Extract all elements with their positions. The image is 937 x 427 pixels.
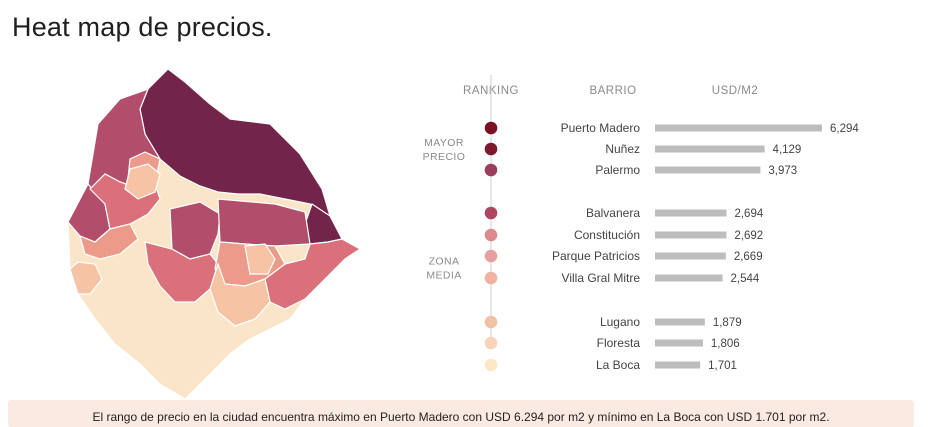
barrio-label: Constitución bbox=[574, 228, 640, 242]
barrio-label: Nuñez bbox=[605, 142, 640, 156]
barrio-label: Puerto Madero bbox=[561, 121, 641, 135]
price-ranking-chart: RANKING BARRIO USD/M2 MAYORPRECIOZONAMEDIA… bbox=[423, 75, 859, 372]
map-region-light-a bbox=[209, 262, 271, 327]
value-label: 3,973 bbox=[768, 165, 797, 177]
barrio-label: Villa Gral Mitre bbox=[562, 271, 641, 285]
rank-dot bbox=[484, 249, 498, 263]
price-bar bbox=[655, 124, 822, 132]
price-bar bbox=[655, 209, 727, 217]
value-label: 2,669 bbox=[734, 251, 763, 263]
value-label: 2,694 bbox=[734, 208, 763, 220]
value-label: 1,879 bbox=[713, 317, 742, 329]
barrio-label: Lugano bbox=[600, 315, 640, 329]
map-region-light-c bbox=[69, 261, 103, 295]
rank-dot bbox=[484, 358, 498, 372]
rank-dot bbox=[484, 142, 498, 156]
heat-map bbox=[67, 68, 362, 400]
value-label: 4,129 bbox=[773, 144, 802, 156]
price-bar bbox=[655, 252, 726, 260]
value-label: 1,806 bbox=[711, 338, 740, 350]
value-label: 1,701 bbox=[708, 360, 737, 372]
price-bar bbox=[655, 318, 705, 326]
barrio-label: Balvanera bbox=[586, 206, 640, 220]
rank-dot bbox=[484, 163, 498, 177]
value-label: 2,544 bbox=[731, 273, 760, 285]
map-region-light-b bbox=[124, 163, 161, 200]
group-label: PRECIO bbox=[423, 151, 466, 163]
map-region-north bbox=[139, 68, 332, 218]
group-label: MEDIA bbox=[426, 270, 461, 282]
header-usd-m2: USD/M2 bbox=[712, 85, 758, 97]
price-bar bbox=[655, 166, 761, 174]
rank-dot bbox=[484, 315, 498, 329]
group-label: MENOR bbox=[423, 75, 464, 78]
price-bar bbox=[655, 231, 727, 239]
barrio-label: Parque Patricios bbox=[552, 249, 640, 263]
page-title: Heat map de precios. bbox=[12, 12, 273, 42]
group-label: ZONA bbox=[429, 256, 460, 268]
value-label: 2,692 bbox=[734, 230, 763, 242]
barrio-label: La Boca bbox=[596, 358, 640, 372]
price-bar bbox=[655, 361, 701, 369]
rank-dot bbox=[484, 336, 498, 350]
rank-dot bbox=[484, 121, 498, 135]
price-bar bbox=[655, 145, 765, 153]
map-region-inner bbox=[89, 173, 161, 230]
barrio-label: Palermo bbox=[595, 163, 640, 177]
map-region-mid-light-a bbox=[79, 223, 139, 260]
rank-dot bbox=[484, 271, 498, 285]
barrio-label: Floresta bbox=[597, 336, 641, 350]
value-label: 6,294 bbox=[830, 123, 859, 135]
group-label: PRECIO bbox=[423, 75, 466, 78]
header-barrio: BARRIO bbox=[589, 85, 636, 97]
rank-dot bbox=[484, 228, 498, 242]
group-label: MAYOR bbox=[424, 137, 464, 149]
map-region-light-d bbox=[244, 243, 276, 275]
rank-dot bbox=[484, 206, 498, 220]
summary-note: El rango de precio en la ciudad encuentr… bbox=[8, 400, 914, 427]
price-bar bbox=[655, 339, 703, 347]
price-bar bbox=[655, 274, 723, 282]
